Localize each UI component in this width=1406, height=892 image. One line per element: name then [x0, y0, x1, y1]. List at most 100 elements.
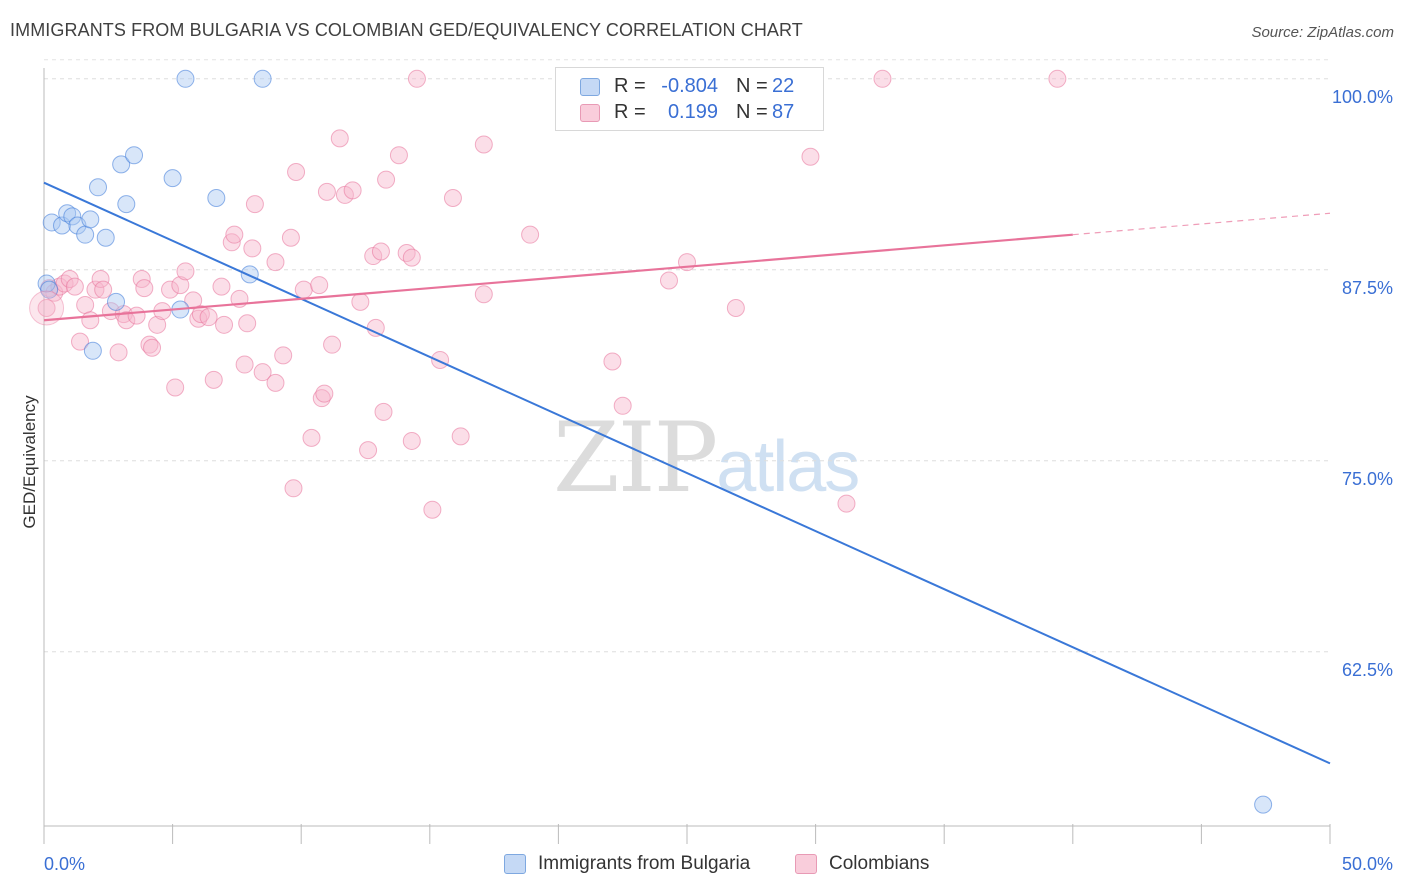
colombians-point	[212, 277, 231, 296]
colombians-point	[71, 332, 90, 351]
colombians-point	[474, 285, 493, 304]
watermark-atlas: atlas	[716, 427, 860, 507]
colombians-point	[659, 271, 678, 290]
colombians-point	[423, 500, 442, 519]
chart-title: IMMIGRANTS FROM BULGARIA VS COLOMBIAN GE…	[10, 20, 803, 40]
watermark-zip: ZIP	[553, 402, 718, 514]
colombians-point	[284, 479, 303, 498]
bulgaria-point	[76, 225, 95, 244]
colombians-point	[37, 299, 56, 318]
colombians-point	[86, 280, 105, 299]
colombians-point	[225, 225, 244, 244]
bulgaria-point	[40, 280, 59, 299]
colombians-point	[176, 262, 195, 281]
colombians-point	[45, 283, 64, 302]
y-tick-label: 87.5%	[1342, 278, 1393, 298]
colombians-point	[474, 135, 493, 154]
colombians-trendline-extension	[1072, 212, 1331, 236]
colombians-point	[1048, 69, 1067, 88]
source-note: Source: ZipAtlas.com	[1251, 24, 1394, 41]
bulgaria-point	[96, 228, 115, 247]
colombians-point	[253, 363, 272, 382]
watermark: ZIPatlas	[553, 402, 860, 514]
bulgaria-point	[207, 188, 226, 207]
legend-label: Colombians	[829, 853, 930, 874]
bulgaria-trendline	[43, 181, 1331, 765]
r-value: 0.199	[667, 101, 718, 123]
bulgaria-point	[42, 213, 61, 232]
r-label: R =	[614, 75, 646, 97]
colombians-point	[371, 242, 390, 261]
bulgaria-point	[253, 69, 272, 88]
stats-legend: R = -0.804 N = 22 R = 0.199 N = 87	[555, 67, 824, 131]
colombians-point	[148, 315, 167, 334]
colombians-point	[521, 225, 540, 244]
colombians-point	[317, 182, 336, 201]
colombians-point	[94, 280, 113, 299]
colombians-point	[199, 308, 218, 327]
colombians-legend-swatch	[795, 854, 817, 874]
colombians-point	[343, 181, 362, 200]
bulgaria-point	[58, 204, 77, 223]
colombians-point	[359, 441, 378, 460]
bulgaria-point	[240, 265, 259, 284]
colombians-point	[431, 350, 450, 369]
colombians-trendline	[43, 233, 1073, 322]
colombians-point	[402, 431, 421, 450]
colombians-point	[91, 269, 110, 288]
y-tick-label: 75.0%	[1342, 469, 1393, 489]
colombians-point	[310, 276, 329, 295]
colombians-point	[143, 338, 162, 357]
bulgaria-legend-swatch	[504, 854, 526, 874]
bulgaria-point	[81, 210, 100, 229]
bulgaria-point	[117, 195, 136, 214]
colombians-point	[215, 315, 234, 334]
colombians-point	[315, 384, 334, 403]
n-value: 22	[772, 75, 795, 97]
colombians-cluster-point	[29, 290, 65, 326]
colombians-point	[127, 306, 146, 325]
colombians-point	[323, 335, 342, 354]
stats-row-colombians: R = 0.199 N = 87	[556, 100, 823, 126]
colombians-point	[837, 494, 856, 513]
colombians-point	[274, 346, 293, 365]
bulgaria-point	[163, 169, 182, 188]
colombians-point	[443, 188, 462, 207]
colombians-point	[613, 396, 632, 415]
colombians-point	[389, 146, 408, 165]
colombians-point	[726, 299, 745, 318]
n-label: N =	[736, 101, 768, 123]
colombians-point	[351, 292, 370, 311]
x-tick-label: 50.0%	[1342, 854, 1393, 874]
colombians-point	[117, 311, 136, 330]
colombians-point	[81, 311, 100, 330]
r-label: R =	[614, 101, 646, 123]
colombians-point	[76, 295, 95, 314]
colombians-point	[287, 163, 306, 182]
colombians-point	[204, 370, 223, 389]
y-axis-label: GED/Equivalency	[20, 395, 39, 529]
bulgaria-point	[83, 341, 102, 360]
colombians-point	[377, 170, 396, 189]
colombians-point	[330, 129, 349, 148]
bulgaria-swatch	[580, 78, 600, 96]
colombians-point	[135, 279, 154, 298]
colombians-point	[243, 239, 262, 258]
colombians-point	[266, 373, 285, 392]
bulgaria-point	[107, 292, 126, 311]
colombians-point	[140, 335, 159, 354]
bulgaria-point	[125, 146, 144, 165]
bulgaria-point	[63, 207, 82, 226]
legend-label: Immigrants from Bulgaria	[538, 853, 751, 874]
colombians-point	[161, 280, 180, 299]
colombians-point	[407, 69, 426, 88]
x-tick-label: 0.0%	[44, 854, 85, 874]
bulgaria-point	[89, 178, 108, 197]
colombians-point	[603, 352, 622, 371]
colombians-point	[281, 228, 300, 247]
bulgaria-point	[1254, 795, 1273, 814]
colombians-point	[402, 248, 421, 267]
colombians-swatch	[580, 104, 600, 122]
colombians-point	[166, 378, 185, 397]
